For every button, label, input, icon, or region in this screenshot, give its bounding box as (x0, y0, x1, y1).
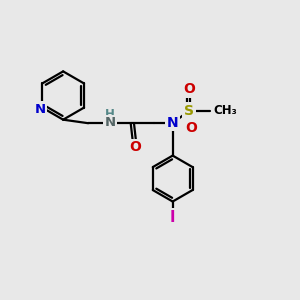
Text: N: N (167, 116, 178, 130)
Text: H: H (105, 109, 115, 122)
Text: I: I (170, 210, 176, 225)
Text: CH₃: CH₃ (214, 104, 237, 117)
Text: H: H (105, 107, 115, 120)
Text: S: S (184, 104, 194, 118)
Text: N: N (105, 117, 116, 130)
Text: O: O (183, 82, 195, 96)
Text: O: O (185, 121, 197, 135)
Text: O: O (129, 140, 141, 154)
Text: N: N (105, 116, 116, 129)
Text: N: N (34, 103, 45, 116)
